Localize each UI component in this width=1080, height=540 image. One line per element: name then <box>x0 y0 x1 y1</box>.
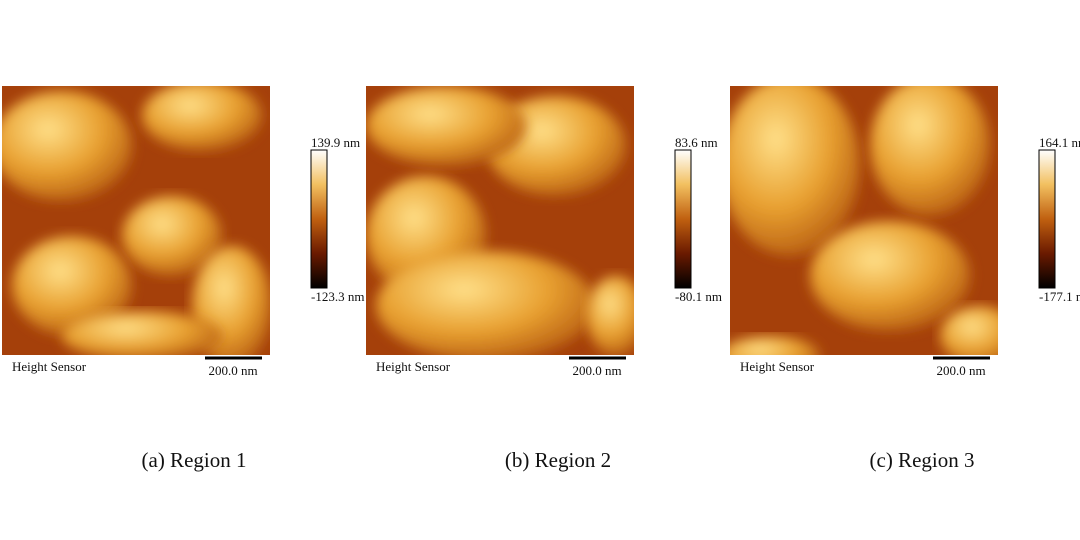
afm-grain <box>62 311 222 355</box>
color-bar-min: -80.1 nm <box>675 289 722 304</box>
color-bar <box>674 149 692 289</box>
afm-grain <box>2 91 132 201</box>
scale-bar-label: 200.0 nm <box>572 363 621 378</box>
afm-grain <box>940 306 998 355</box>
caption: (b) Region 2 <box>505 448 611 472</box>
afm-image <box>730 86 998 355</box>
afm-texture <box>730 86 998 355</box>
afm-grain <box>810 221 970 331</box>
afm-grain <box>586 276 634 355</box>
color-bar-min: -123.3 nm <box>311 289 364 304</box>
color-bar-max: 164.1 nm <box>1039 135 1080 150</box>
caption: (c) Region 3 <box>870 448 975 472</box>
afm-grain <box>122 196 222 276</box>
afm-texture <box>366 86 634 355</box>
afm-grain <box>142 86 262 151</box>
afm-grain <box>730 86 860 256</box>
color-bar <box>310 149 328 289</box>
scale-bar-label: 200.0 nm <box>936 363 985 378</box>
afm-grain <box>730 336 820 355</box>
sensor-label: Height Sensor <box>376 359 451 374</box>
color-bar-max: 139.9 nm <box>311 135 360 150</box>
afm-grain <box>376 251 596 355</box>
afm-grain <box>12 236 132 336</box>
color-bar <box>1038 149 1056 289</box>
afm-image <box>366 86 634 355</box>
color-bar-min: -177.1 nm <box>1039 289 1080 304</box>
sensor-label: Height Sensor <box>740 359 815 374</box>
caption: (a) Region 1 <box>142 448 247 472</box>
panel: 164.1 nm -177.1 nm Height Sensor 200.0 nm (c… <box>730 86 1080 472</box>
afm-grain <box>366 86 526 166</box>
scale-bar-label: 200.0 nm <box>208 363 257 378</box>
afm-texture <box>2 86 270 355</box>
panel: 139.9 nm -123.3 nm Height Sensor 200.0 nm (a… <box>2 86 364 472</box>
afm-grain <box>870 86 990 216</box>
color-bar-max: 83.6 nm <box>675 135 718 150</box>
panel: 83.6 nm -80.1 nm Height Sensor 200.0 nm (b) … <box>366 86 722 472</box>
afm-image <box>2 86 270 355</box>
sensor-label: Height Sensor <box>12 359 87 374</box>
